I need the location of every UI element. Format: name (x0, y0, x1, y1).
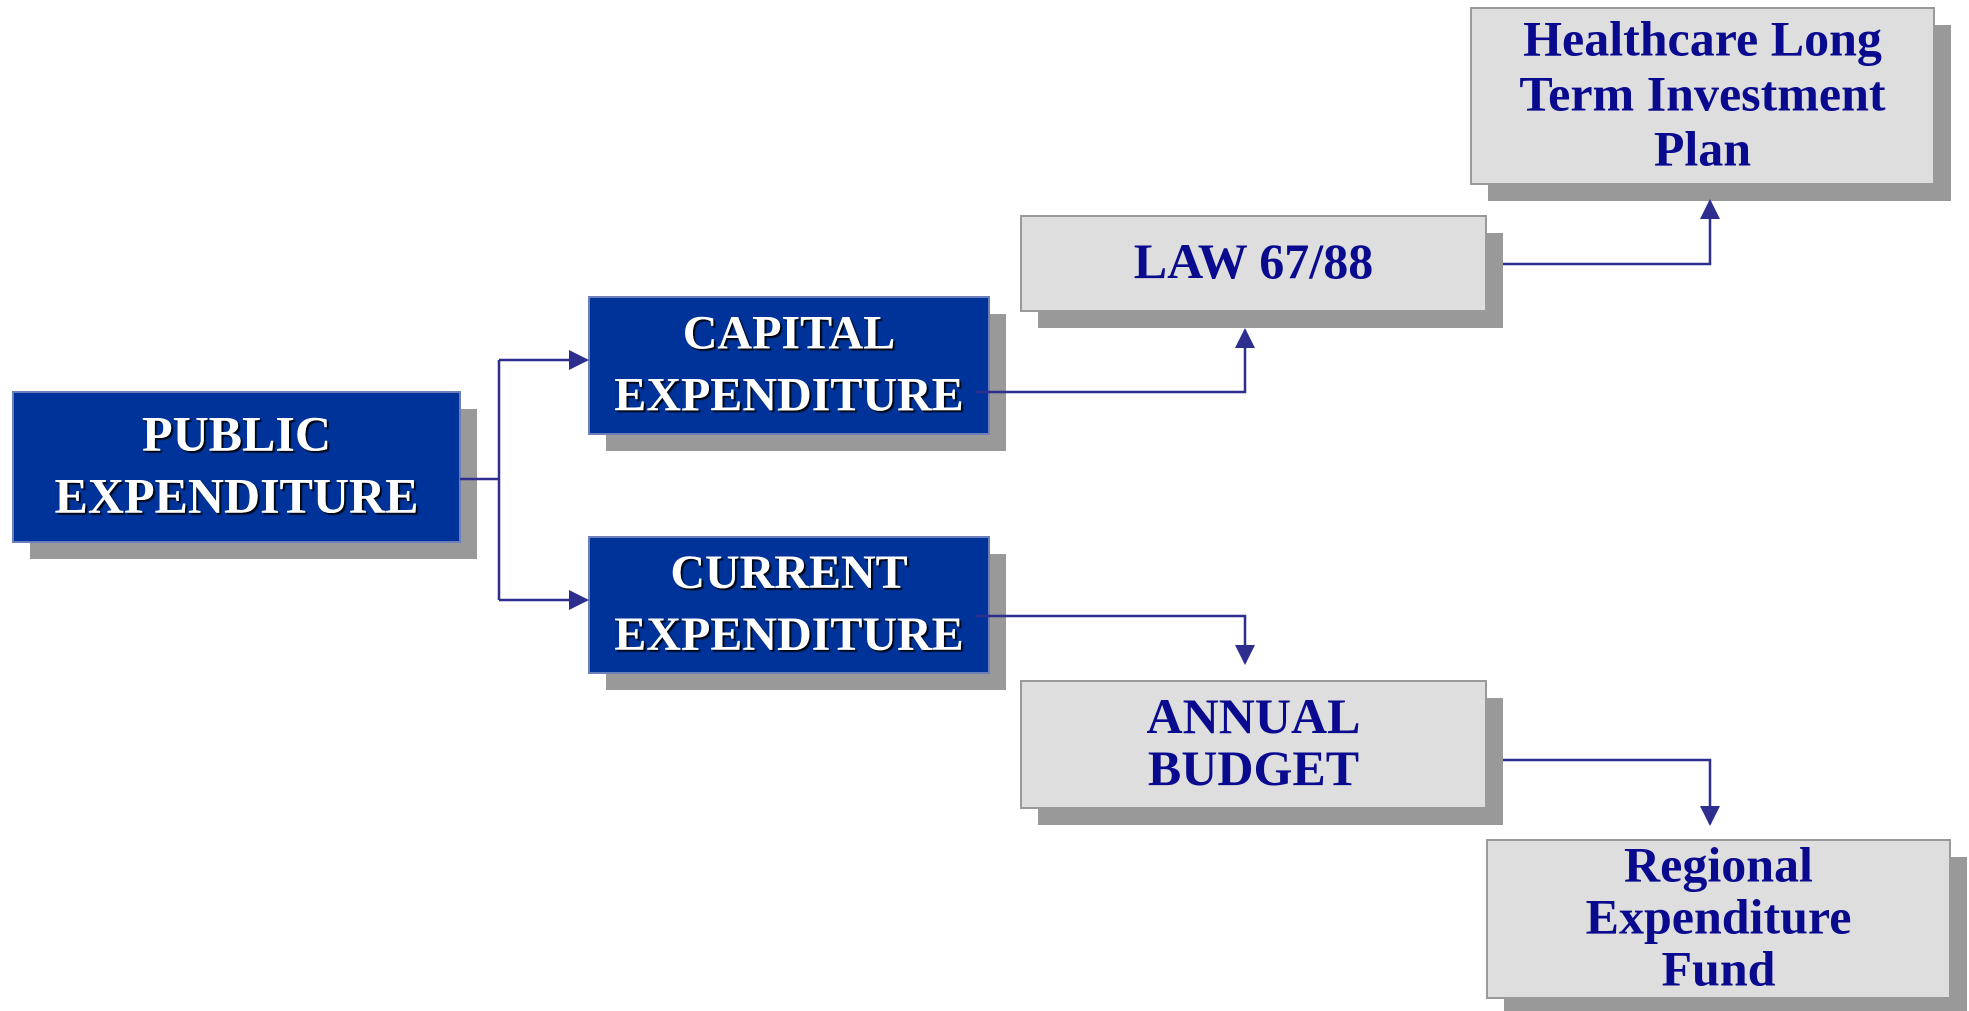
node-label: CAPITAL (683, 307, 895, 360)
node-label: Fund (1662, 940, 1776, 996)
node-label: PUBLIC (142, 405, 331, 461)
node-label: EXPENDITURE (55, 467, 419, 523)
connector (975, 328, 1255, 394)
node-box (1486, 839, 1951, 999)
node-box (12, 391, 461, 543)
connector (1503, 199, 1720, 266)
node: CURRENT EXPENDITURE (588, 536, 1006, 690)
node-label: EXPENDITURE (614, 369, 963, 422)
node-label: Expenditure (1586, 888, 1852, 944)
node-label: Healthcare Long (1523, 10, 1882, 66)
connector (1503, 758, 1720, 826)
node-label: Regional (1624, 836, 1813, 892)
node-label: BUDGET (1148, 740, 1359, 796)
node-label: CURRENT (670, 546, 907, 599)
node-box (588, 536, 990, 674)
node-label: Term Investment (1519, 65, 1886, 121)
node-box (1020, 215, 1487, 312)
node-label: ANNUAL (1147, 688, 1361, 744)
connectors (460, 199, 1720, 826)
node: CAPITAL EXPENDITURE (588, 296, 1006, 451)
node-box (588, 296, 990, 435)
node-label: EXPENDITURE (614, 608, 963, 661)
node-label: Plan (1654, 120, 1751, 176)
node-label: LAW 67/88 (1134, 233, 1373, 289)
node-box (1020, 680, 1487, 809)
connector (975, 614, 1255, 665)
node: PUBLIC EXPENDITURE (12, 391, 477, 559)
node-box (1470, 7, 1935, 185)
node: LAW 67/88 (1020, 215, 1503, 328)
